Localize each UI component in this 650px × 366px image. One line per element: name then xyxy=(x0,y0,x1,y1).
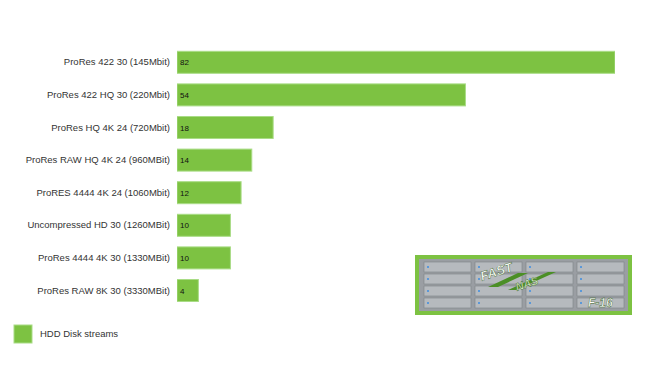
data-label: 18 xyxy=(180,124,189,133)
drive-bay xyxy=(526,262,573,272)
drive-led xyxy=(580,290,582,292)
drive-led xyxy=(529,302,531,304)
drive-led xyxy=(478,302,480,304)
drive-bay xyxy=(526,298,573,308)
bar xyxy=(177,214,230,236)
drive-led xyxy=(427,266,429,268)
bar xyxy=(177,149,252,171)
drive-led xyxy=(580,302,582,304)
chart-container: ProRes 422 30 (145Mbit) ProRes 422 HQ 30 … xyxy=(0,0,650,366)
drive-led xyxy=(580,266,582,268)
category-label: ProRes RAW HQ 4K 24 (960MBit) xyxy=(26,154,170,165)
data-label: 10 xyxy=(180,221,189,230)
chart-svg: ProRes 422 30 (145Mbit) ProRes 422 HQ 30 … xyxy=(0,0,650,366)
data-labels: 82 54 18 14 12 10 10 4 xyxy=(180,58,189,295)
drive-bay xyxy=(475,298,522,308)
data-label: 14 xyxy=(180,156,189,165)
legend: HDD Disk streams xyxy=(14,325,118,343)
drive-bay xyxy=(424,262,471,272)
drive-led xyxy=(427,290,429,292)
category-label: ProRes 4444 4K 30 (1330MBit) xyxy=(38,252,170,263)
annotation: F-16 xyxy=(588,296,613,310)
drive-bay xyxy=(577,274,624,284)
device-frame xyxy=(415,255,632,315)
bar xyxy=(177,84,465,106)
device-image: FASTNAS F-16 xyxy=(415,255,632,315)
legend-swatch xyxy=(14,325,32,343)
drive-led xyxy=(427,278,429,280)
annotation: NAS xyxy=(514,274,540,293)
drive-bay xyxy=(424,274,471,284)
annotation: FAST xyxy=(478,259,515,284)
category-label: ProRes 422 30 (145Mbit) xyxy=(64,56,170,67)
drive-led xyxy=(478,290,480,292)
bar xyxy=(177,182,241,204)
drive-led xyxy=(478,278,480,280)
bar xyxy=(177,117,273,139)
category-label: ProRes 422 HQ 30 (220Mbit) xyxy=(47,89,170,100)
data-label: 54 xyxy=(180,91,189,100)
bar xyxy=(177,247,230,269)
drive-bay xyxy=(424,286,471,296)
drive-led xyxy=(427,302,429,304)
category-label: Uncompressed HD 30 (1260MBit) xyxy=(27,219,170,230)
bars xyxy=(177,51,615,301)
drive-led xyxy=(529,290,531,292)
drive-led xyxy=(478,266,480,268)
bar xyxy=(177,280,198,302)
device-body xyxy=(419,259,628,311)
legend-label: HDD Disk streams xyxy=(40,328,118,339)
data-label: 12 xyxy=(180,189,189,198)
drive-led xyxy=(529,266,531,268)
drive-bay xyxy=(577,286,624,296)
category-label: ProRes RAW 8K 30 (3330MBit) xyxy=(37,285,170,296)
drive-bay xyxy=(577,262,624,272)
data-label: 4 xyxy=(180,287,185,296)
data-label: 82 xyxy=(180,58,189,67)
drive-led xyxy=(580,278,582,280)
bar xyxy=(177,51,615,73)
category-label: ProRES 4444 4K 24 (1060Mbit) xyxy=(36,187,170,198)
category-label: ProRes HQ 4K 24 (720Mbit) xyxy=(51,122,170,133)
data-label: 10 xyxy=(180,254,189,263)
drive-bay xyxy=(424,298,471,308)
